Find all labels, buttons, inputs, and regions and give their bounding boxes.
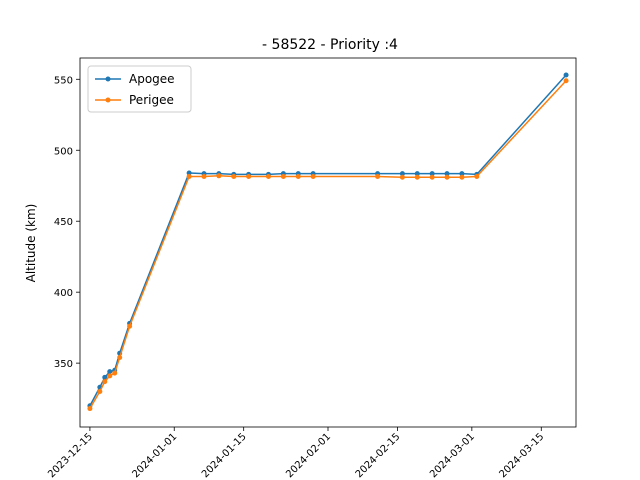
data-point-perigee [474,174,480,180]
y-tick-label: 500 [54,146,73,157]
series-line-perigee [89,80,567,409]
legend-label-perigee: Perigee [129,93,174,107]
chart-title: - 58522 - Priority :4 [262,37,398,53]
data-point-perigee [112,370,118,376]
data-point-apogee [459,171,465,177]
legend-label-apogee: Apogee [129,72,175,86]
data-point-perigee [87,406,93,412]
data-point-perigee [444,174,450,180]
data-point-perigee [216,173,222,179]
data-point-perigee [107,373,113,379]
data-point-perigee [117,354,123,360]
series-layer [87,72,569,412]
data-point-perigee [201,174,207,180]
data-point-perigee [97,389,103,395]
y-tick-label: 550 [54,75,73,86]
x-tick-label: 2024-01-01 [130,431,179,480]
series-line-apogee [89,74,567,407]
x-tick-label: 2023-12-15 [46,431,95,480]
data-point-apogee [563,72,569,78]
data-point-apogee [444,171,450,177]
x-tick-label: 2024-03-15 [498,431,547,480]
data-point-apogee [429,171,435,177]
x-tick-label: 2024-03-01 [428,431,477,480]
y-tick-label: 400 [54,288,73,299]
data-point-perigee [231,174,237,180]
data-point-perigee [429,174,435,180]
data-point-perigee [459,174,465,180]
data-point-perigee [414,174,420,180]
data-point-apogee [414,171,420,177]
data-point-apogee [399,171,405,177]
y-tick-label: 350 [54,359,73,370]
axes-layer: 350 400 450 500 550 2023-12-15 2024-01-01 2024-… [46,57,577,480]
plot-frame [79,57,577,428]
data-point-perigee [102,379,108,385]
data-point-perigee [399,174,405,180]
data-point-perigee [375,174,381,180]
y-axis-title: Altitude (km) [24,204,38,283]
data-point-perigee [295,174,301,180]
data-point-perigee [310,174,316,180]
data-point-apogee [186,170,192,176]
data-point-apogee [107,369,113,375]
data-point-perigee [246,174,252,180]
data-point-perigee [186,174,192,180]
legend: Apogee Perigee [87,65,192,113]
x-tick-label: 2024-02-15 [354,431,403,480]
data-point-perigee [280,174,286,180]
data-point-perigee [265,174,271,180]
x-tick-label: 2024-01-15 [200,431,249,480]
y-tick-label: 450 [54,217,73,228]
x-tick-label: 2024-02-01 [284,431,333,480]
data-point-perigee [563,78,569,84]
legend-marker-apogee [105,76,111,82]
data-point-perigee [127,323,133,329]
data-point-apogee [102,374,108,380]
legend-marker-perigee [105,97,111,103]
